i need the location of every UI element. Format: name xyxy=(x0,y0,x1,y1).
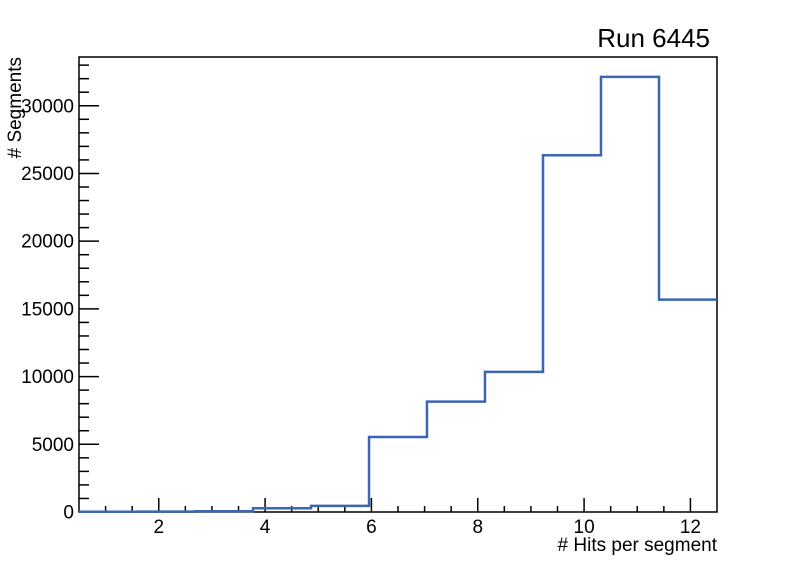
x-tick-label: 6 xyxy=(366,517,377,538)
axes-layer: 2 4 6 8 10 12 0 5000 10000 15000 20000 25000 30000 xyxy=(21,64,701,538)
x-tick-label: 4 xyxy=(260,517,271,538)
plot-frame xyxy=(78,56,718,513)
y-tick-label: 5000 xyxy=(32,435,74,456)
x-tick-label: 8 xyxy=(472,517,483,538)
x-tick-label: 10 xyxy=(574,517,595,538)
y-tick-label: 15000 xyxy=(21,299,74,320)
histogram-line xyxy=(79,75,717,513)
series-layer xyxy=(79,75,717,513)
y-tick-label: 20000 xyxy=(21,232,74,253)
y-tick-label: 25000 xyxy=(21,164,74,185)
x-tick-label: 12 xyxy=(680,517,701,538)
chart-title: Run 6445 xyxy=(597,23,710,53)
y-tick-label: 10000 xyxy=(21,367,74,388)
y-tick-label: 30000 xyxy=(21,96,74,117)
x-tick-label: 2 xyxy=(153,517,164,538)
x-axis-title: # Hits per segment xyxy=(558,535,718,556)
y-axis-title: # Segments xyxy=(5,57,26,158)
y-tick-label: 0 xyxy=(63,503,74,524)
